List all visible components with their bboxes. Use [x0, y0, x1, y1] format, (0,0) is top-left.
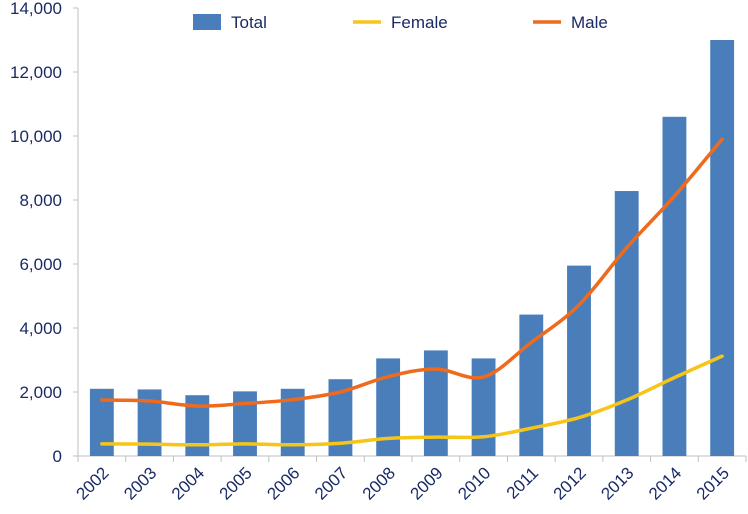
- line-male: [100, 137, 724, 408]
- bar-total-2010: [471, 358, 496, 456]
- legend-label-female: Female: [391, 13, 448, 32]
- bar-total-2007: [328, 379, 353, 456]
- bars: [89, 40, 735, 457]
- x-tick-label: 2007: [311, 463, 351, 503]
- x-tick-label: 2012: [550, 463, 590, 503]
- x-tick-label: 2009: [407, 463, 447, 503]
- x-tick-label: 2005: [216, 463, 256, 503]
- y-tick-label: 10,000: [10, 127, 62, 146]
- bar-total-2002: [89, 388, 114, 456]
- legend-swatch-total: [193, 14, 221, 30]
- x-tick-label: 2014: [645, 463, 685, 503]
- bar-total-2013: [614, 191, 639, 457]
- y-tick-labels: 0 2,000 4,000 6,000 8,000 10,000 12,000 14,000: [10, 0, 62, 466]
- bar-total-2015: [710, 40, 735, 456]
- bar-total-2012: [567, 265, 591, 456]
- legend: Total Female Male: [193, 13, 608, 32]
- line-female: [100, 354, 724, 447]
- y-tick-label: 14,000: [10, 0, 62, 18]
- x-tick-labels: 2002 2003 2004 2005 2006 2007 2008 2009 2010 2011…: [73, 463, 733, 503]
- bar-total-2009: [423, 350, 448, 456]
- y-tick-label: 12,000: [10, 63, 62, 82]
- x-tick-label: 2002: [73, 463, 113, 503]
- axes: [73, 7, 747, 462]
- x-tick-label: 2003: [120, 463, 160, 503]
- y-tick-label: 2,000: [19, 383, 62, 402]
- x-tick-label: 2013: [597, 463, 637, 503]
- y-tick-label: 6,000: [19, 255, 62, 274]
- lines: [100, 137, 724, 447]
- x-tick-label: 2006: [263, 463, 303, 503]
- legend-label-total: Total: [231, 13, 267, 32]
- x-tick-label: 2015: [693, 463, 733, 503]
- x-tick-label: 2011: [503, 463, 542, 502]
- bar-total-2003: [137, 389, 162, 456]
- bar-total-2005: [233, 391, 257, 456]
- x-tick-label: 2004: [168, 463, 208, 503]
- x-tick-label: 2010: [454, 463, 494, 503]
- bar-total-2004: [185, 395, 210, 456]
- bar-total-2014: [662, 116, 687, 457]
- y-tick-label: 0: [53, 447, 62, 466]
- bar-total-2008: [376, 358, 401, 456]
- legend-label-male: Male: [571, 13, 608, 32]
- bar-total-2006: [280, 388, 305, 456]
- y-tick-label: 4,000: [19, 319, 62, 338]
- x-tick-label: 2008: [359, 463, 399, 503]
- bar-total-2011: [519, 314, 544, 456]
- y-tick-label: 8,000: [19, 191, 62, 210]
